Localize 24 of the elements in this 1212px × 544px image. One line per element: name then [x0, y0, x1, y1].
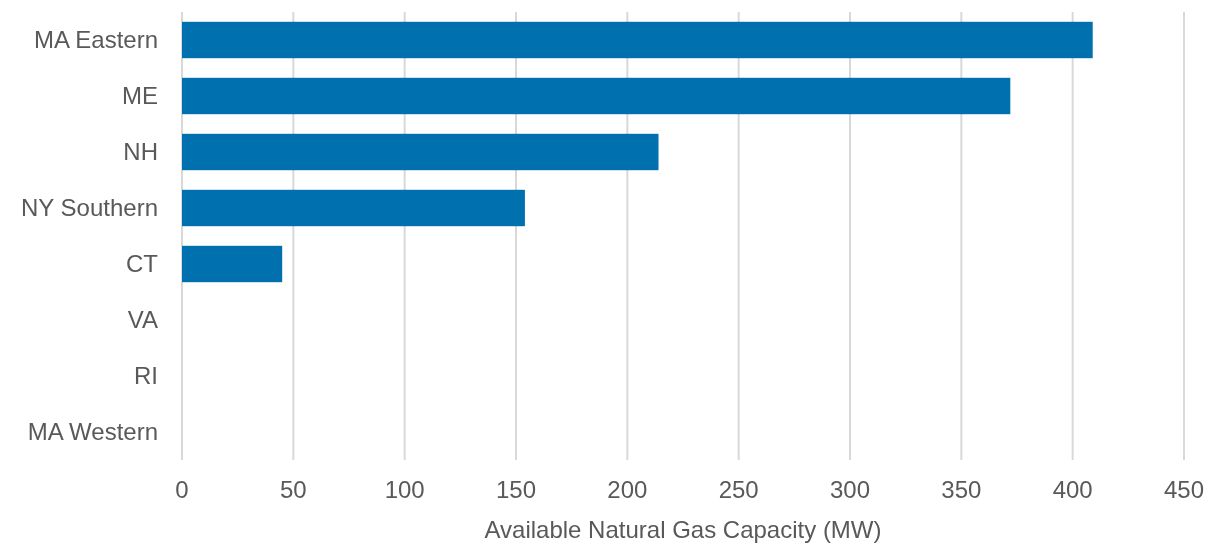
y-tick-label: NY Southern	[21, 194, 158, 222]
x-tick-label: 300	[829, 476, 871, 503]
x-tick-label: 150	[495, 476, 537, 503]
y-tick-label: CT	[126, 250, 159, 278]
x-tick-label: 200	[607, 476, 648, 503]
x-tick-label: 450	[1163, 476, 1205, 503]
y-tick-label: VA	[127, 306, 158, 334]
x-axis-title: Available Natural Gas Capacity (MW)	[484, 516, 882, 543]
y-tick-label: RI	[134, 362, 158, 390]
y-tick-label: MA Western	[27, 418, 158, 446]
y-tick-label: MA Eastern	[33, 26, 158, 54]
x-tick-label: 50	[279, 476, 307, 503]
y-tick-label: ME	[122, 82, 158, 110]
x-tick-label: 100	[384, 476, 425, 503]
bar	[182, 189, 525, 227]
bar	[182, 133, 659, 171]
bar	[182, 77, 1011, 115]
x-tick-label: 0	[175, 476, 189, 503]
y-tick-label: NH	[123, 138, 158, 166]
x-tick-label: 400	[1052, 476, 1093, 503]
bar	[182, 245, 283, 283]
x-tick-label: 350	[941, 476, 982, 503]
bar	[182, 21, 1093, 59]
x-tick-label: 250	[718, 476, 759, 503]
